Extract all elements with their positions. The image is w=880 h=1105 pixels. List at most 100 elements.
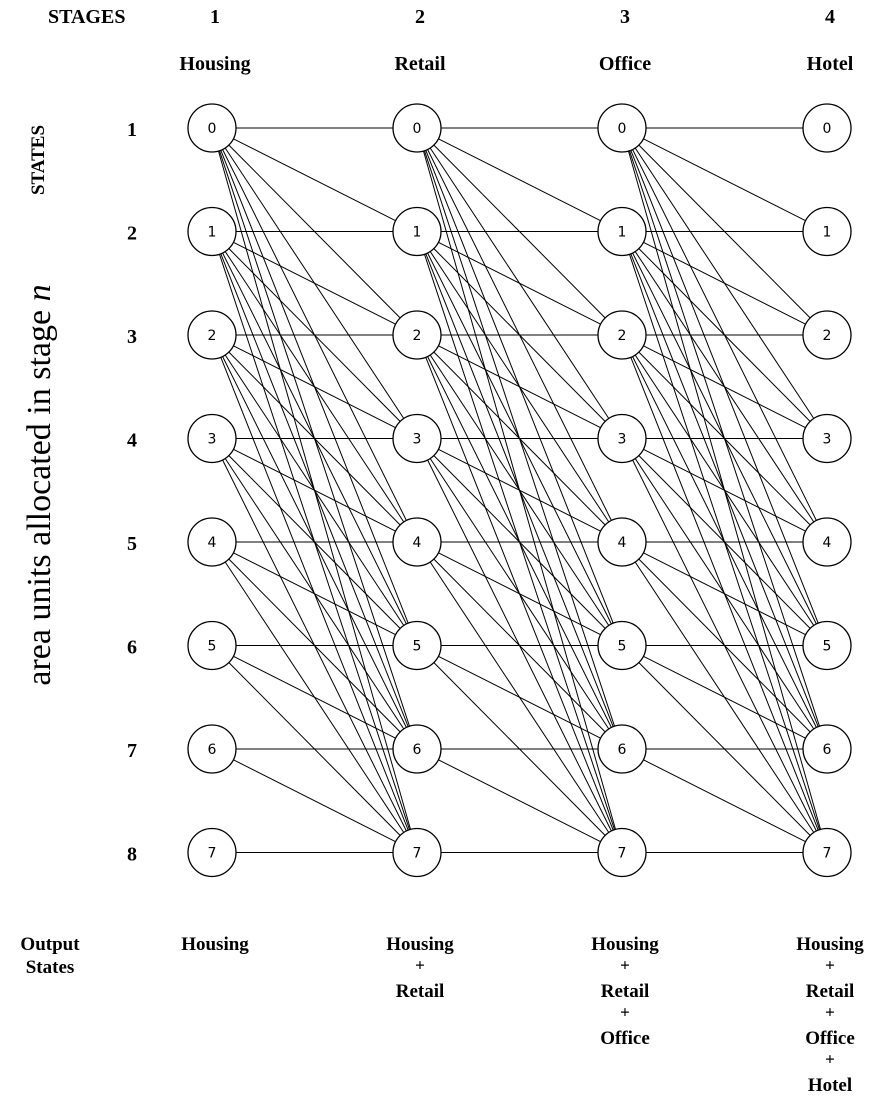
stage-name-2: Retail	[394, 53, 446, 75]
output-state-2-line-2: Retail	[396, 981, 445, 1002]
node-circle-s3-6	[597, 724, 647, 774]
output-state-1-line-0: Housing	[181, 934, 249, 955]
node-label-s4-4: 4	[823, 535, 832, 551]
node-label-s1-1: 1	[208, 225, 217, 241]
stage-number-3: 3	[620, 6, 630, 28]
node-label-s2-0: 0	[413, 121, 422, 137]
node-circle-s3-0	[597, 103, 647, 153]
state-label-6: 6	[127, 637, 137, 659]
node-circle-s1-2	[187, 310, 237, 360]
state-label-8: 8	[127, 844, 137, 866]
node-circle-s1-7	[187, 827, 237, 878]
stages-header-label: STAGES	[48, 6, 125, 28]
node-circle-s4-3	[802, 413, 852, 464]
output-state-4-line-1: +	[825, 956, 835, 975]
axis-label-variable: n	[21, 284, 58, 301]
edge-s1-1-to-2	[233, 241, 396, 325]
node-label-s2-2: 2	[413, 328, 422, 344]
state-label-7: 7	[127, 740, 137, 762]
output-states-label-line2: States	[26, 957, 75, 978]
node-circle-s1-0	[187, 103, 237, 153]
node-circle-s4-2	[802, 310, 852, 360]
node-circle-s1-3	[187, 413, 237, 464]
output-state-3-line-1: +	[620, 956, 630, 975]
edge-s1-5-to-6	[233, 655, 396, 739]
node-circle-s4-0	[802, 103, 852, 153]
stage-headers: 1 Housing 2 Retail 3 Office 4 Hotel	[179, 6, 853, 75]
node-circle-s3-4	[597, 517, 647, 567]
edge-s2-6-to-7	[438, 759, 601, 843]
states-header-label: STATES	[28, 125, 49, 195]
state-label-5: 5	[127, 533, 137, 555]
node-label-s3-7: 7	[618, 846, 627, 862]
node-label-s4-0: 0	[823, 121, 832, 137]
node-circle-s1-1	[187, 206, 237, 257]
node-label-s3-0: 0	[618, 121, 627, 137]
node-circle-s2-3	[392, 413, 442, 464]
node-circle-s3-2	[597, 310, 647, 360]
axis-label-text: area units allocated in stage	[21, 301, 58, 685]
output-states-label-line1: Output	[20, 934, 80, 955]
axis-label: area units allocated in stage n	[21, 284, 58, 685]
node-circle-s4-1	[802, 206, 852, 257]
state-labels: 1 2 3 4 5 6 7 8	[127, 119, 137, 866]
node-label-s1-6: 6	[208, 742, 217, 758]
output-state-4-line-6: Hotel	[808, 1075, 852, 1096]
node-circle-s1-6	[187, 724, 237, 774]
node-label-s3-4: 4	[618, 535, 627, 551]
output-state-3-line-4: Office	[600, 1028, 650, 1049]
node-label-s2-6: 6	[413, 742, 422, 758]
node-label-s1-5: 5	[208, 639, 217, 655]
node-label-s1-0: 0	[208, 121, 217, 137]
node-circle-s4-6	[802, 724, 852, 774]
output-state-4-line-0: Housing	[796, 934, 864, 955]
edge-s1-4-to-5	[233, 552, 396, 636]
node-circle-s2-2	[392, 310, 442, 360]
edge-s3-6-to-7	[643, 759, 806, 843]
node-label-s4-2: 2	[823, 328, 832, 344]
output-state-3-line-2: Retail	[601, 981, 650, 1002]
output-state-4-line-2: Retail	[806, 981, 855, 1002]
edge-s2-0-to-1	[438, 138, 601, 222]
node-circle-s2-5	[392, 620, 442, 671]
edge-s3-0-to-1	[643, 138, 806, 222]
node-label-s4-1: 1	[823, 225, 832, 241]
stage-number-4: 4	[825, 6, 835, 28]
node-circle-s3-3	[597, 413, 647, 464]
stage-number-2: 2	[415, 6, 425, 28]
node-circle-s2-6	[392, 724, 442, 774]
node-label-s1-7: 7	[208, 846, 217, 862]
output-state-4-line-3: +	[825, 1003, 835, 1022]
edge-s2-3-to-4	[438, 448, 601, 532]
state-label-1: 1	[127, 119, 137, 141]
edge-s1-6-to-7	[233, 759, 396, 843]
edge-s1-2-to-3	[233, 345, 396, 429]
edge-s3-4-to-5	[643, 552, 806, 636]
node-circle-s2-4	[392, 517, 442, 567]
node-circle-s3-1	[597, 206, 647, 257]
stage-name-3: Office	[599, 53, 651, 75]
node-label-s3-3: 3	[618, 432, 627, 448]
output-states: Housing Housing+RetailHousing+Retail+Offi…	[181, 934, 864, 1096]
node-label-s4-7: 7	[823, 846, 832, 862]
node-label-s4-6: 6	[823, 742, 832, 758]
state-label-4: 4	[127, 430, 137, 452]
output-state-3-line-0: Housing	[591, 934, 659, 955]
stage-number-1: 1	[210, 6, 220, 28]
node-label-s2-7: 7	[413, 846, 422, 862]
node-circle-s2-0	[392, 103, 442, 153]
edge-s3-2-to-3	[643, 345, 806, 429]
node-circle-s3-5	[597, 620, 647, 671]
output-state-4-line-5: +	[825, 1050, 835, 1069]
node-label-s1-2: 2	[208, 328, 217, 344]
node-circle-s2-1	[392, 206, 442, 257]
edge-s3-3-to-4	[643, 448, 806, 532]
node-circle-s4-4	[802, 517, 852, 567]
node-label-s2-1: 1	[413, 225, 422, 241]
node-label-s2-3: 3	[413, 432, 422, 448]
node-label-s3-2: 2	[618, 328, 627, 344]
node-circle-s4-7	[802, 827, 852, 878]
edge-s3-5-to-6	[643, 655, 806, 739]
output-state-3-line-3: +	[620, 1003, 630, 1022]
